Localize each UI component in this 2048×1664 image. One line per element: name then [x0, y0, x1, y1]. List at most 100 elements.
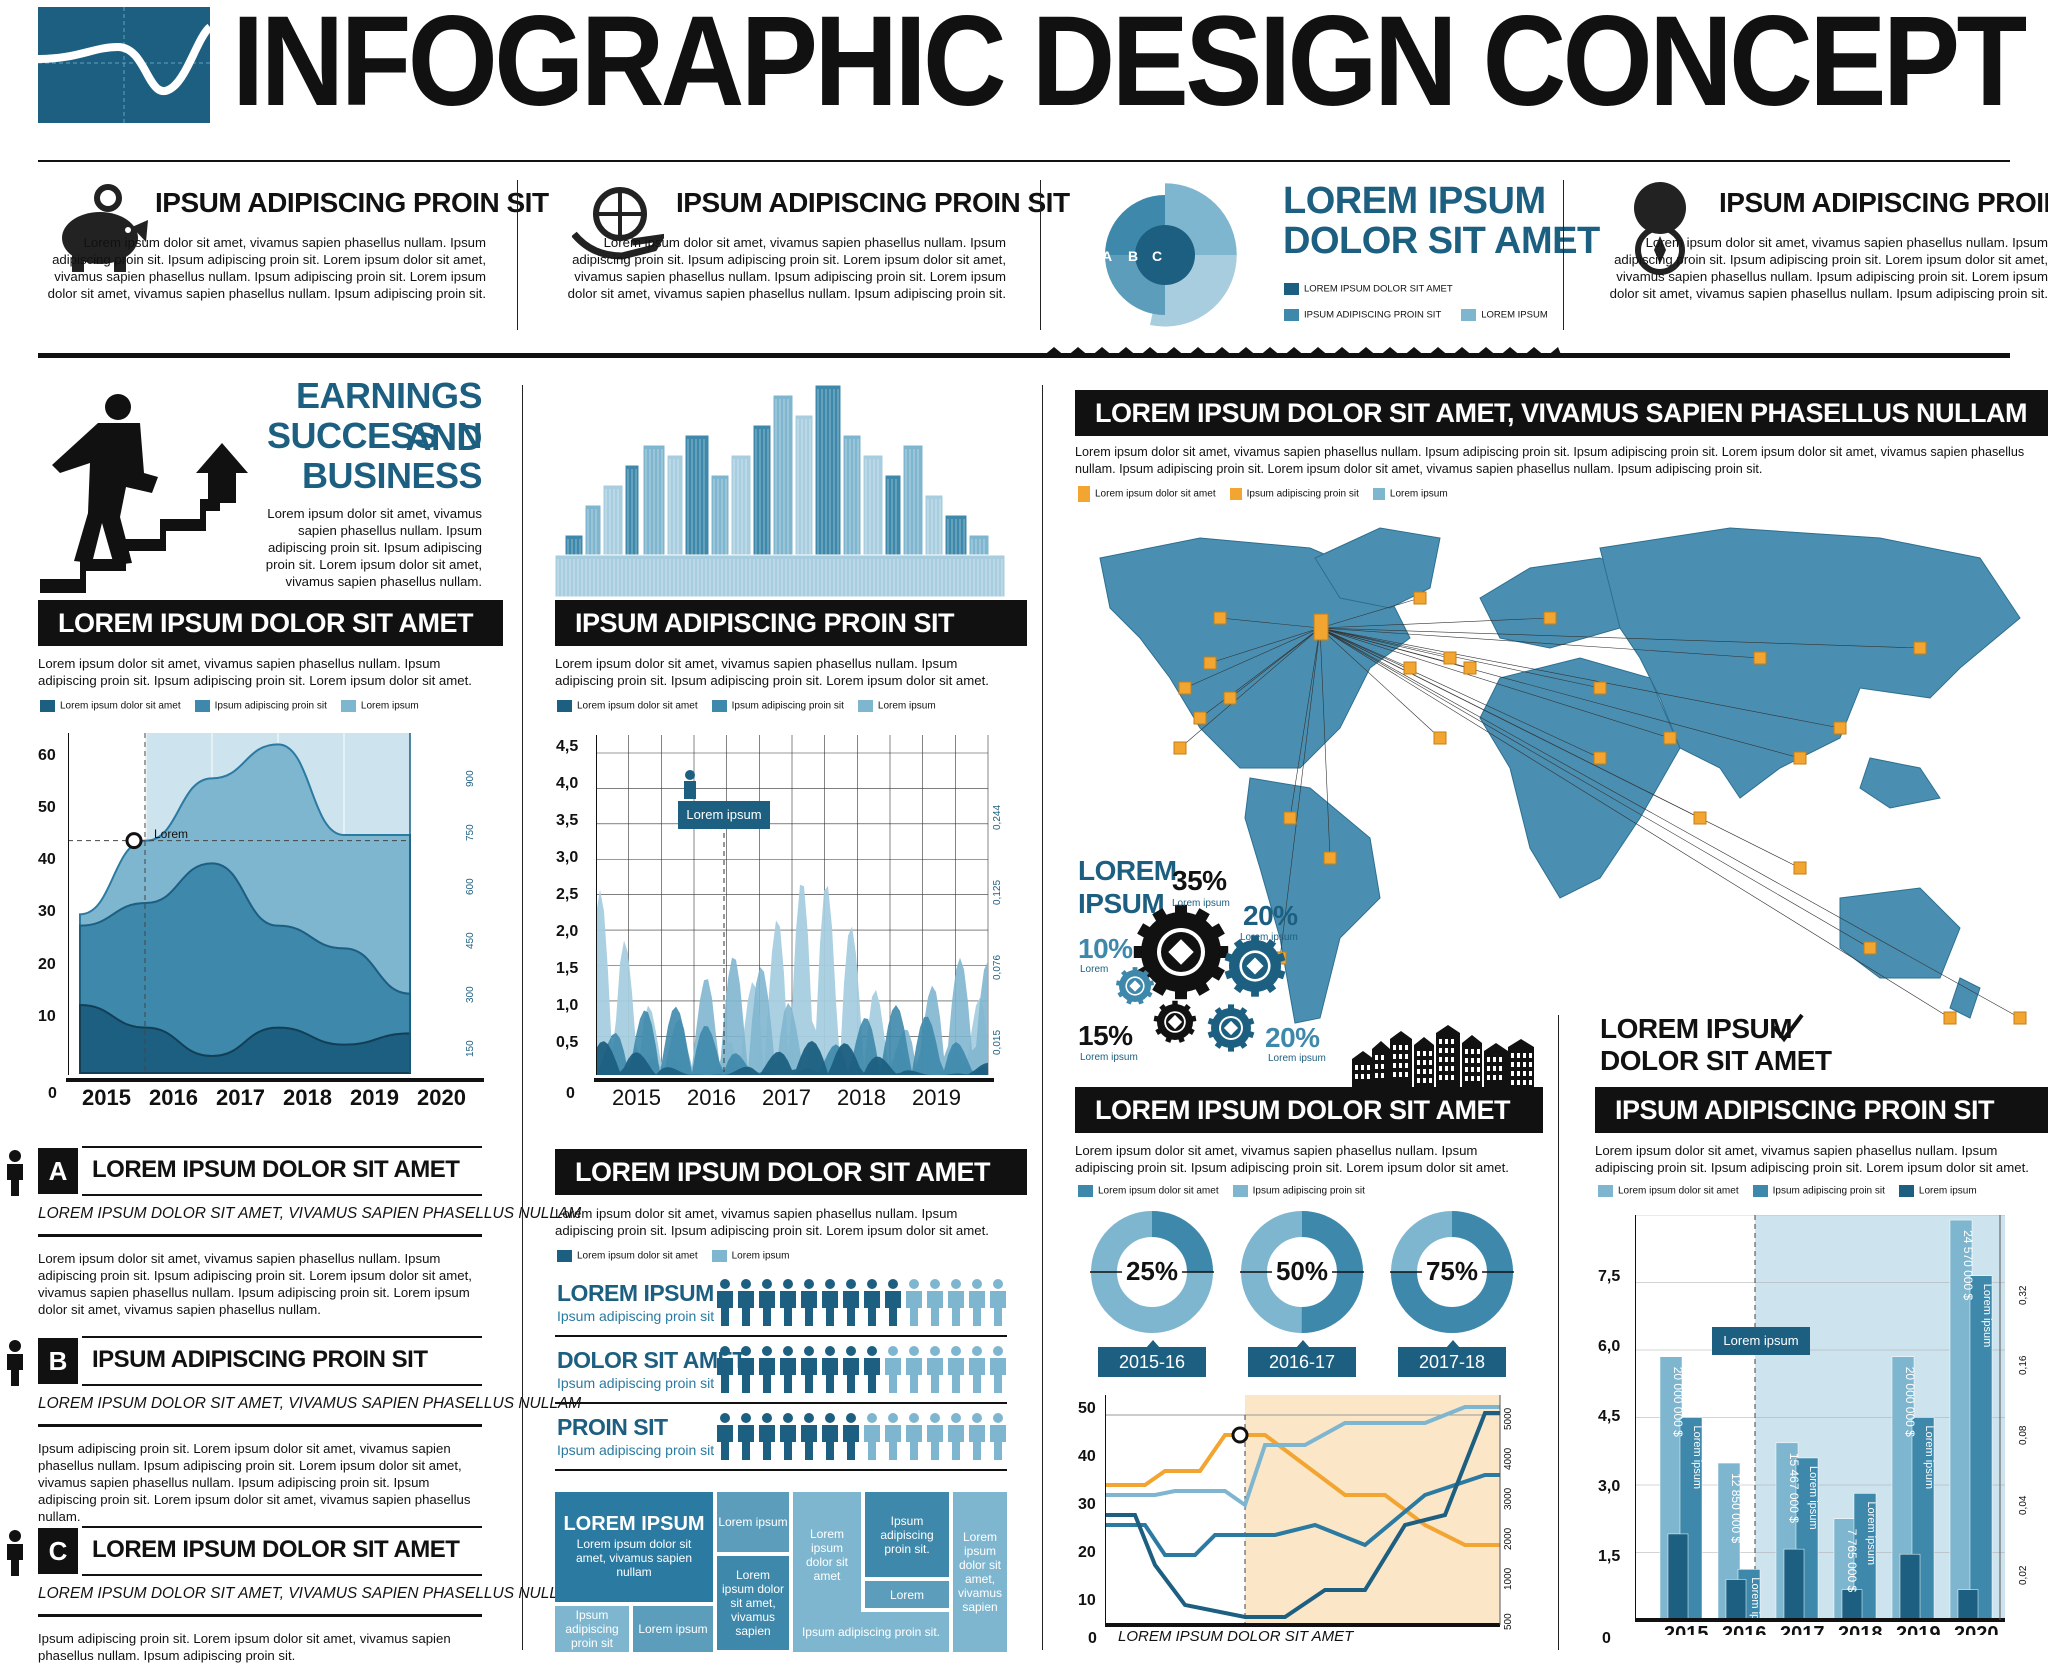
- person-icon: [684, 770, 696, 799]
- picto-row-title: PROIN SIT: [557, 1414, 668, 1440]
- row-rule: [82, 1146, 482, 1148]
- chart1-year: 2017: [216, 1085, 265, 1110]
- chart2-year: 2019: [912, 1085, 961, 1110]
- bar-ytick: 7,5: [1598, 1268, 1621, 1285]
- chart1-ytick: 10: [38, 1007, 56, 1025]
- map-label: LOREM IPSUM DOLOR SIT AMET, VIVAMUS SAPI…: [1075, 390, 2048, 436]
- bar-year: 2017: [1780, 1623, 1825, 1635]
- lc-ytick: 20: [1078, 1544, 1096, 1561]
- card-3-title-line2: DOLOR SIT AMET: [1283, 220, 1600, 262]
- chart2-year: 2016: [687, 1085, 736, 1110]
- bar-label: 20 000 000 $: [1671, 1367, 1685, 1437]
- gear-pct-2: 20%: [1243, 900, 1298, 931]
- chart1-rtick: 150: [465, 1040, 476, 1057]
- bar-legend: Lorem ipsum dolor sit amet Ipsum adipisc…: [1598, 1185, 1977, 1197]
- gear: [1224, 935, 1286, 997]
- bar: [1899, 1553, 1921, 1621]
- piggy-bank-icon: [62, 184, 148, 272]
- bar-rtick: 0,32: [2018, 1285, 2029, 1305]
- donuts-legend: Lorem ipsum dolor sit amet Ipsum adipisc…: [1078, 1185, 1365, 1197]
- column-divider: [1558, 1015, 1559, 1650]
- row-body: Ipsum adipiscing proin sit. Lorem ipsum …: [38, 1441, 471, 1524]
- area-series-2: [79, 1003, 411, 1074]
- lc-rtick: 4000: [1503, 1447, 1514, 1470]
- gear-pct-5: 20%: [1265, 1022, 1320, 1053]
- card-divider: [1040, 180, 1041, 330]
- map-marker: [1793, 861, 1807, 875]
- radial-letter-c: C: [1152, 248, 1163, 264]
- map-marker: [1943, 1011, 1957, 1025]
- gear-pct-1: 35%: [1172, 865, 1227, 896]
- chart2-year: 2018: [837, 1085, 886, 1110]
- line-series: [1105, 1405, 1500, 1509]
- bar-ytick: 3,0: [1598, 1478, 1621, 1495]
- chart2-ytick: 4,5: [556, 738, 579, 755]
- donut-period: 2016-17: [1248, 1347, 1356, 1377]
- chart2-rtick: 0,076: [992, 954, 1003, 980]
- map-marker: [1203, 656, 1217, 670]
- continent: [1859, 757, 1941, 809]
- card-divider: [517, 180, 518, 330]
- zigzag-divider: [1042, 347, 1562, 357]
- world-map: [1099, 527, 2027, 1025]
- bar-chart: 20 000 000 $ Lorem ipsum 2015 12 850 000 $ L…: [1635, 1215, 2005, 1635]
- chart2-ytick: 2,5: [556, 886, 579, 903]
- section-divider: [38, 353, 2010, 358]
- row-rule: [38, 1424, 482, 1427]
- gear: [1153, 1000, 1197, 1043]
- wave-area-chart: [596, 735, 989, 1075]
- bar: [1725, 1579, 1747, 1621]
- picto-row-title: DOLOR SIT AMET: [557, 1347, 746, 1373]
- row-subtitle: LOREM IPSUM DOLOR SIT AMET, VIVAMUS SAPI…: [38, 1395, 582, 1412]
- bar-ytick: 1,5: [1598, 1548, 1621, 1565]
- map-marker: [1443, 651, 1457, 665]
- businessman-stairs-icon: [40, 394, 248, 593]
- chart1-year: 2016: [149, 1085, 198, 1110]
- bar-inner-label: Lorem ipsum: [1807, 1466, 1819, 1530]
- continent: [1314, 527, 1441, 609]
- mosaic-t7: Lorem: [865, 1581, 949, 1608]
- earnings-title-3: BUSINESS: [301, 455, 483, 496]
- chart1-rtick: 600: [465, 878, 476, 895]
- chart1-year: 2018: [283, 1085, 332, 1110]
- line-series: [1105, 1473, 1500, 1557]
- earnings-body: Lorem ipsum dolor sit amet, vivamus sapi…: [265, 506, 482, 589]
- donut-period: 2017-18: [1398, 1347, 1506, 1377]
- person-icon: [7, 1530, 23, 1576]
- map-marker: [1223, 691, 1237, 705]
- continent: [1099, 537, 1411, 769]
- chart2-legend: Lorem ipsum dolor sit amet Ipsum adipisc…: [557, 700, 936, 712]
- chart2-axis: [594, 1078, 994, 1082]
- mosaic-t8: Ipsum adipiscing proin sit: [555, 1606, 629, 1652]
- gear: [1133, 904, 1229, 1000]
- chart1-ytick: 50: [38, 799, 56, 817]
- chart2-year: 2015: [612, 1085, 661, 1110]
- continent: [1599, 527, 2021, 799]
- bar-ytick: 6,0: [1598, 1338, 1621, 1355]
- pictogram-legend: Lorem ipsum dolor sit amet Lorem ipsum: [557, 1250, 789, 1262]
- row-rule: [38, 1234, 482, 1237]
- chart-logo-icon: [38, 7, 210, 123]
- chart1-rtick: 750: [465, 824, 476, 841]
- picto-rule: [555, 1402, 1007, 1404]
- donut-chart: [1090, 1211, 1214, 1333]
- map-marker: [1913, 641, 1927, 655]
- card-3-legend: LOREM IPSUM DOLOR SIT AMET IPSUM ADIPISC…: [1284, 283, 1548, 321]
- picto-rule: [555, 1469, 1007, 1471]
- gear-sub-3: Lorem: [1080, 964, 1109, 975]
- mosaic-t4: Ipsum adipiscing proin sit.: [865, 1492, 949, 1577]
- wave-series: [596, 1040, 988, 1075]
- map-marker: [1863, 941, 1877, 955]
- bar-year: 2015: [1664, 1623, 1709, 1635]
- donut-chart: [1390, 1211, 1514, 1333]
- bar-inner-label: Lorem ipsum: [1865, 1501, 1877, 1565]
- mosaic-t1: Lorem ipsum dolor sit amet, vivamus sapi…: [575, 1537, 693, 1579]
- chart1-body: Lorem ipsum dolor sit amet, vivamus sapi…: [38, 656, 472, 688]
- chart1-marker: [125, 832, 143, 850]
- card-4-body: Lorem ipsum dolor sit amet, vivamus sapi…: [1609, 235, 2048, 301]
- chart2-tooltip: Lorem ipsum: [678, 801, 770, 829]
- chart1-rtick: 900: [465, 770, 476, 787]
- checkmark-icon: [1772, 1013, 1804, 1043]
- map-hub-marker: [1313, 613, 1329, 641]
- wave-series: [596, 1005, 988, 1075]
